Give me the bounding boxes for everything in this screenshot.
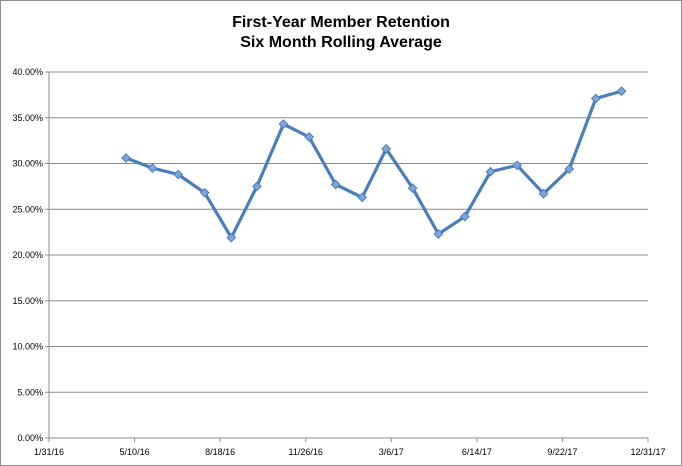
x-tick-label: 5/10/16 [120,447,150,457]
x-tick-label: 3/6/17 [379,447,404,457]
data-point-marker [538,188,549,199]
data-point-marker [147,163,158,173]
x-tick-label: 11/26/16 [289,447,323,457]
data-point-marker [121,153,131,163]
x-tick-label: 8/18/16 [205,447,235,457]
data-point-marker [199,187,210,198]
data-point-marker [381,143,392,154]
data-point-marker [564,164,575,174]
x-tick-label: 12/31/17 [630,447,665,457]
data-point-marker [616,86,627,97]
y-tick-label: 20.00% [12,250,43,260]
data-point-marker [357,192,368,203]
y-tick-label: 35.00% [12,113,43,123]
data-point-marker [485,166,496,177]
y-tick-label: 25.00% [12,204,43,214]
y-tick-label: 0.00% [17,433,43,443]
chart-title-line-1: First-Year Member Retention [232,14,450,31]
data-point-marker [173,169,184,180]
data-point-marker [304,132,315,142]
data-point-marker [590,93,601,104]
series-line [124,89,624,240]
y-tick-label: 5.00% [17,387,43,397]
data-point-marker [459,211,470,222]
chart-title: First-Year Member Retention Six Month Ro… [1,13,681,53]
y-tick-label: 10.00% [12,342,43,352]
data-point-marker [278,119,289,130]
data-point-marker [433,229,444,239]
y-tick-label: 30.00% [12,159,43,169]
x-tick-label: 9/22/17 [547,447,577,457]
data-point-marker [226,232,237,243]
data-point-marker [330,179,341,190]
y-tick-label: 40.00% [12,67,43,77]
data-point-marker [407,183,418,194]
x-tick-label: 6/14/17 [462,447,492,457]
y-tick-label: 15.00% [12,296,43,306]
data-point-marker [252,181,262,192]
x-tick-label: 1/31/16 [34,447,64,457]
data-point-marker [512,160,522,171]
chart-title-line-2: Six Month Rolling Average [240,34,442,51]
